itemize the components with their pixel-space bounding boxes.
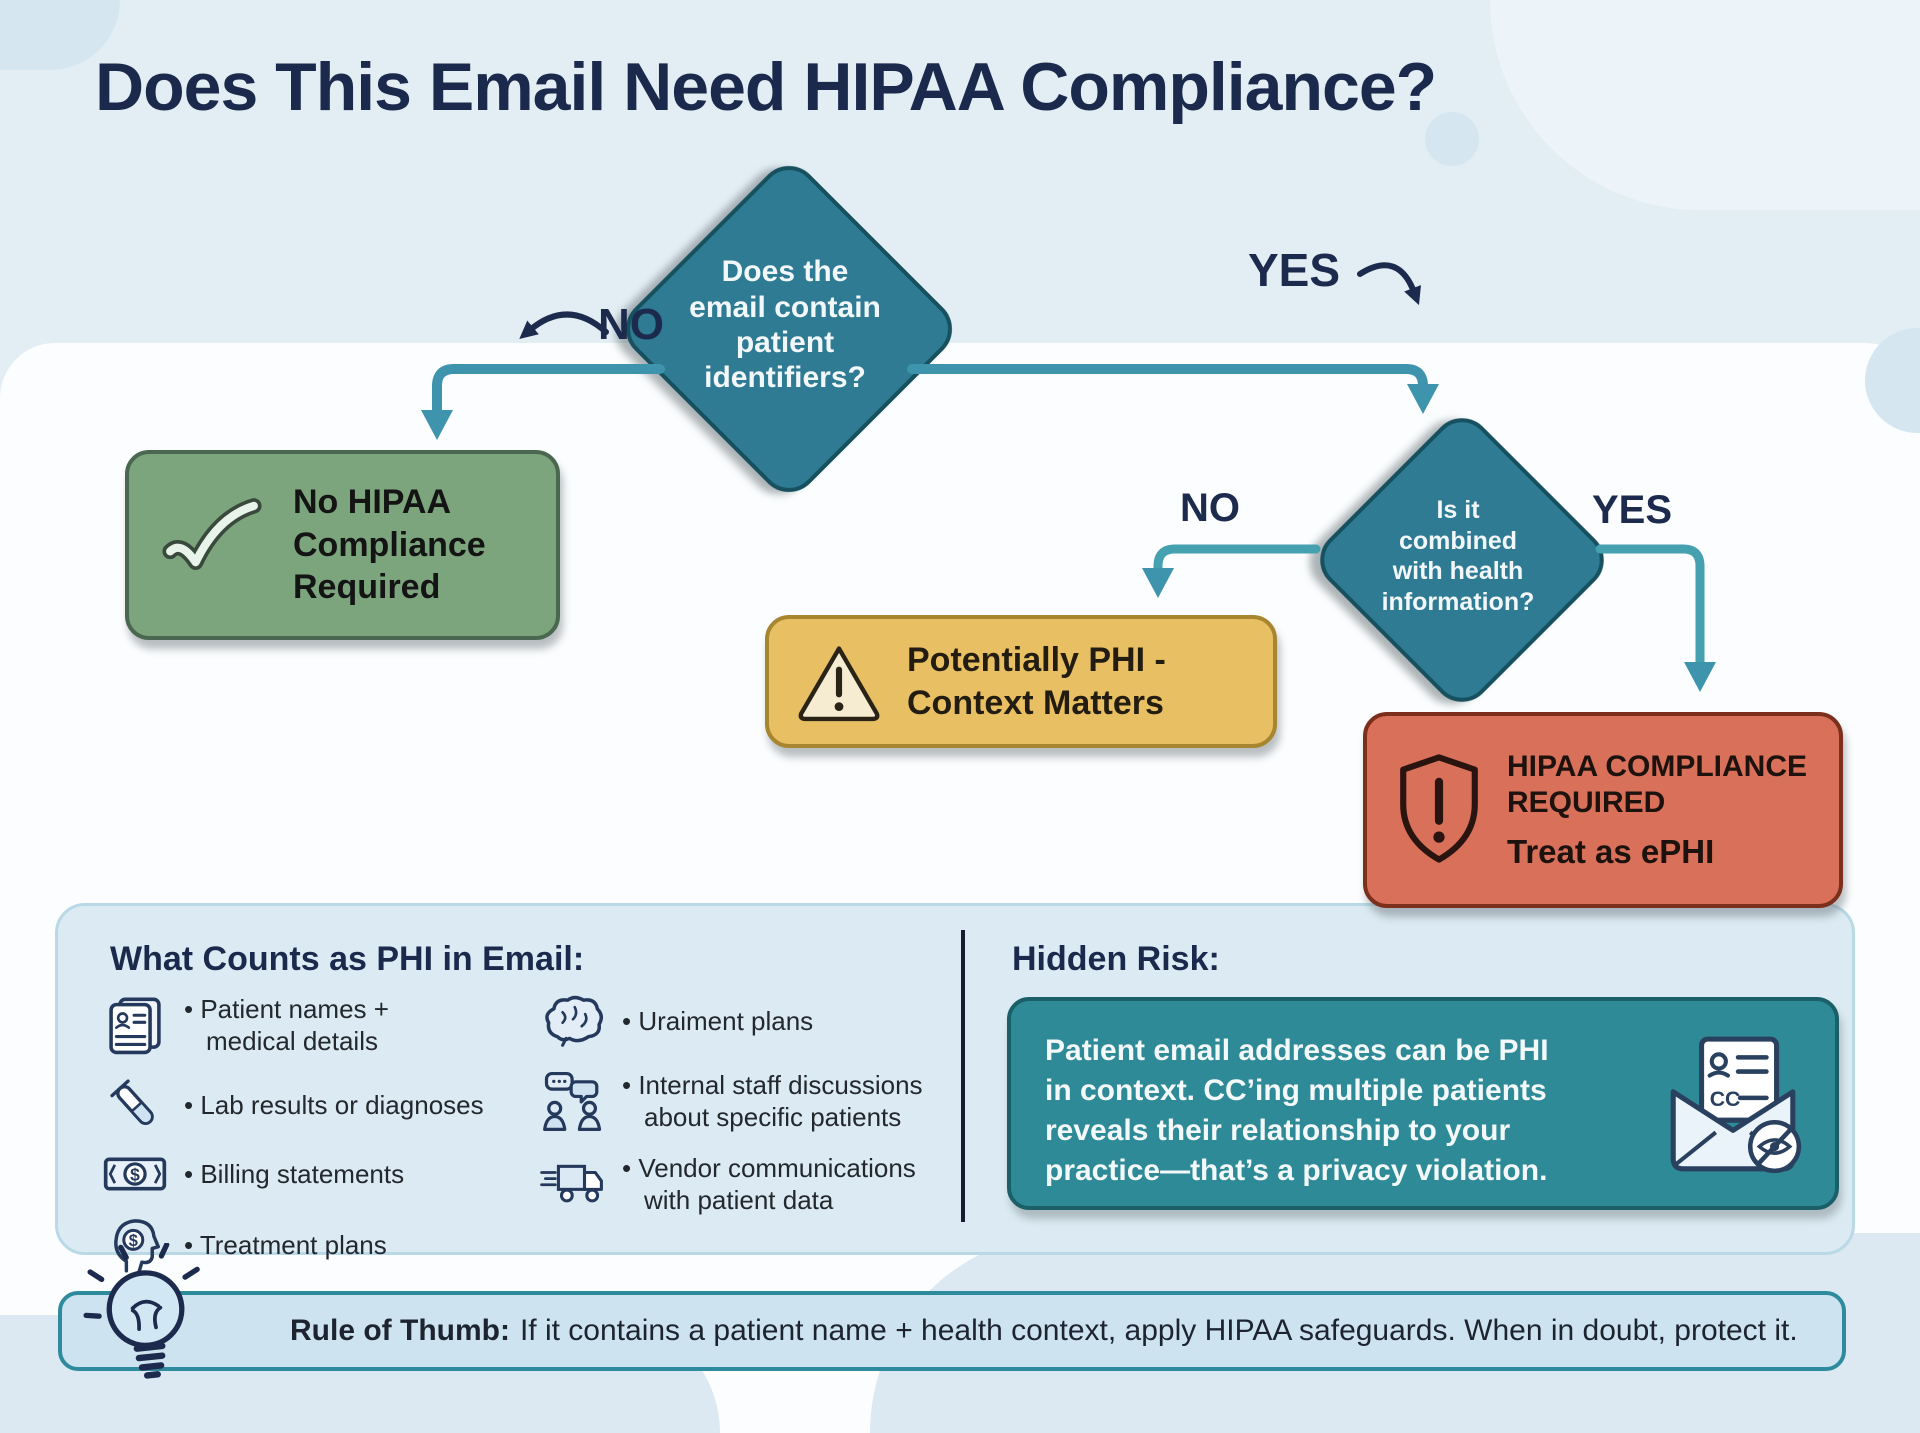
brain-icon [540, 992, 606, 1050]
potentially-phi-box: Potentially PHI - Context Matters [765, 615, 1277, 748]
list-item: Internal staff discussions about specifi… [540, 1068, 923, 1134]
decision-1-text: Does the email contain patient identifie… [689, 255, 881, 395]
hidden-risk-heading: Hidden Risk: [1012, 940, 1220, 978]
hipaa-required-text: HIPAA COMPLIANCE REQUIRED Treat as ePHI [1507, 750, 1807, 870]
branch-label-no-2: NO [1180, 486, 1240, 530]
decor-circle [1425, 112, 1479, 166]
no-hipaa-box: No HIPAA Compliance Required [125, 450, 560, 640]
list-item: Lab results or diagnoses [102, 1076, 484, 1134]
potentially-phi-title: Potentially PHI - Context Matters [907, 641, 1166, 722]
hidden-risk-box: Patient email addresses can be PHI in co… [1007, 997, 1839, 1210]
phi-list-column-2: Uraiment plans Internal staff discussion… [540, 992, 923, 1216]
delivery-truck-icon [540, 1157, 606, 1211]
phi-section-heading: What Counts as PHI in Email: [110, 940, 585, 978]
head-dollar-icon: $ [102, 1214, 168, 1276]
list-item: $ Treatment plans [102, 1214, 484, 1276]
svg-text:$: $ [129, 1232, 138, 1250]
hipaa-required-box: HIPAA COMPLIANCE REQUIRED Treat as ePHI [1363, 712, 1843, 908]
decision-2-text: Is it combined with health information? [1381, 496, 1535, 616]
page-title: Does This Email Need HIPAA Compliance? [95, 49, 1437, 125]
branch-label-yes-1: YES [1248, 244, 1341, 296]
test-tube-icon [102, 1076, 168, 1134]
check-icon [162, 498, 262, 570]
shield-alert-icon [1400, 754, 1478, 863]
warning-triangle-icon [798, 645, 880, 721]
patient-record-icon [102, 992, 168, 1058]
rule-of-thumb-text: If it contains a patient name + health c… [519, 1314, 1798, 1347]
svg-text:CC: CC [1710, 1087, 1741, 1111]
phi-list-column-1: Patient names + medical details Lab resu… [102, 992, 484, 1276]
svg-text:$: $ [130, 1164, 140, 1184]
no-hipaa-title: No HIPAA Compliance Required [293, 483, 486, 607]
section-divider [961, 930, 965, 1222]
banknote-icon: $ [102, 1152, 168, 1196]
rule-of-thumb-label: Rule of Thumb: [290, 1314, 510, 1347]
list-item: $ Billing statements [102, 1152, 484, 1196]
list-item: Vendor communications with patient data [540, 1152, 923, 1216]
lightbulb-icon [78, 1242, 228, 1408]
envelope-cc-privacy-icon: CC [1657, 1029, 1809, 1186]
list-item: Patient names + medical details [102, 992, 484, 1058]
branch-label-no-1: NO [598, 300, 664, 349]
staff-discussion-icon [540, 1068, 606, 1134]
branch-label-yes-2: YES [1592, 488, 1673, 532]
list-item: Uraiment plans [540, 992, 923, 1050]
rule-of-thumb-bar: Rule of Thumb: If it contains a patient … [58, 1291, 1846, 1371]
